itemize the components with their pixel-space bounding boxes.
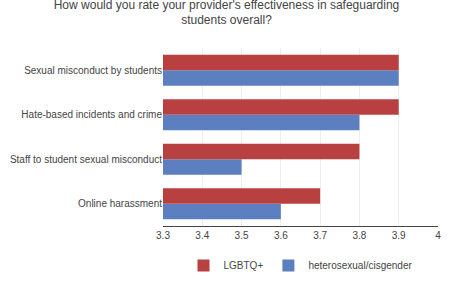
svg-text:3.6: 3.6 bbox=[274, 230, 288, 241]
svg-text:How would you rate your provid: How would you rate your provider's effec… bbox=[54, 0, 400, 27]
svg-text:3.9: 3.9 bbox=[392, 230, 406, 241]
svg-text:heterosexual/cisgender: heterosexual/cisgender bbox=[308, 260, 412, 271]
svg-text:LGBTQ+: LGBTQ+ bbox=[224, 260, 264, 271]
svg-text:3.8: 3.8 bbox=[352, 230, 366, 241]
svg-text:4: 4 bbox=[435, 230, 441, 241]
svg-text:Hate-based incidents and crime: Hate-based incidents and crime bbox=[21, 109, 162, 120]
svg-text:3.3: 3.3 bbox=[156, 230, 170, 241]
svg-text:3.5: 3.5 bbox=[235, 230, 249, 241]
svg-text:3.4: 3.4 bbox=[195, 230, 209, 241]
svg-text:Online harassment: Online harassment bbox=[78, 198, 162, 209]
svg-text:Sexual misconduct by students: Sexual misconduct by students bbox=[24, 65, 162, 76]
svg-text:3.7: 3.7 bbox=[313, 230, 327, 241]
svg-text:Staff to student sexual miscon: Staff to student sexual misconduct bbox=[10, 154, 162, 165]
